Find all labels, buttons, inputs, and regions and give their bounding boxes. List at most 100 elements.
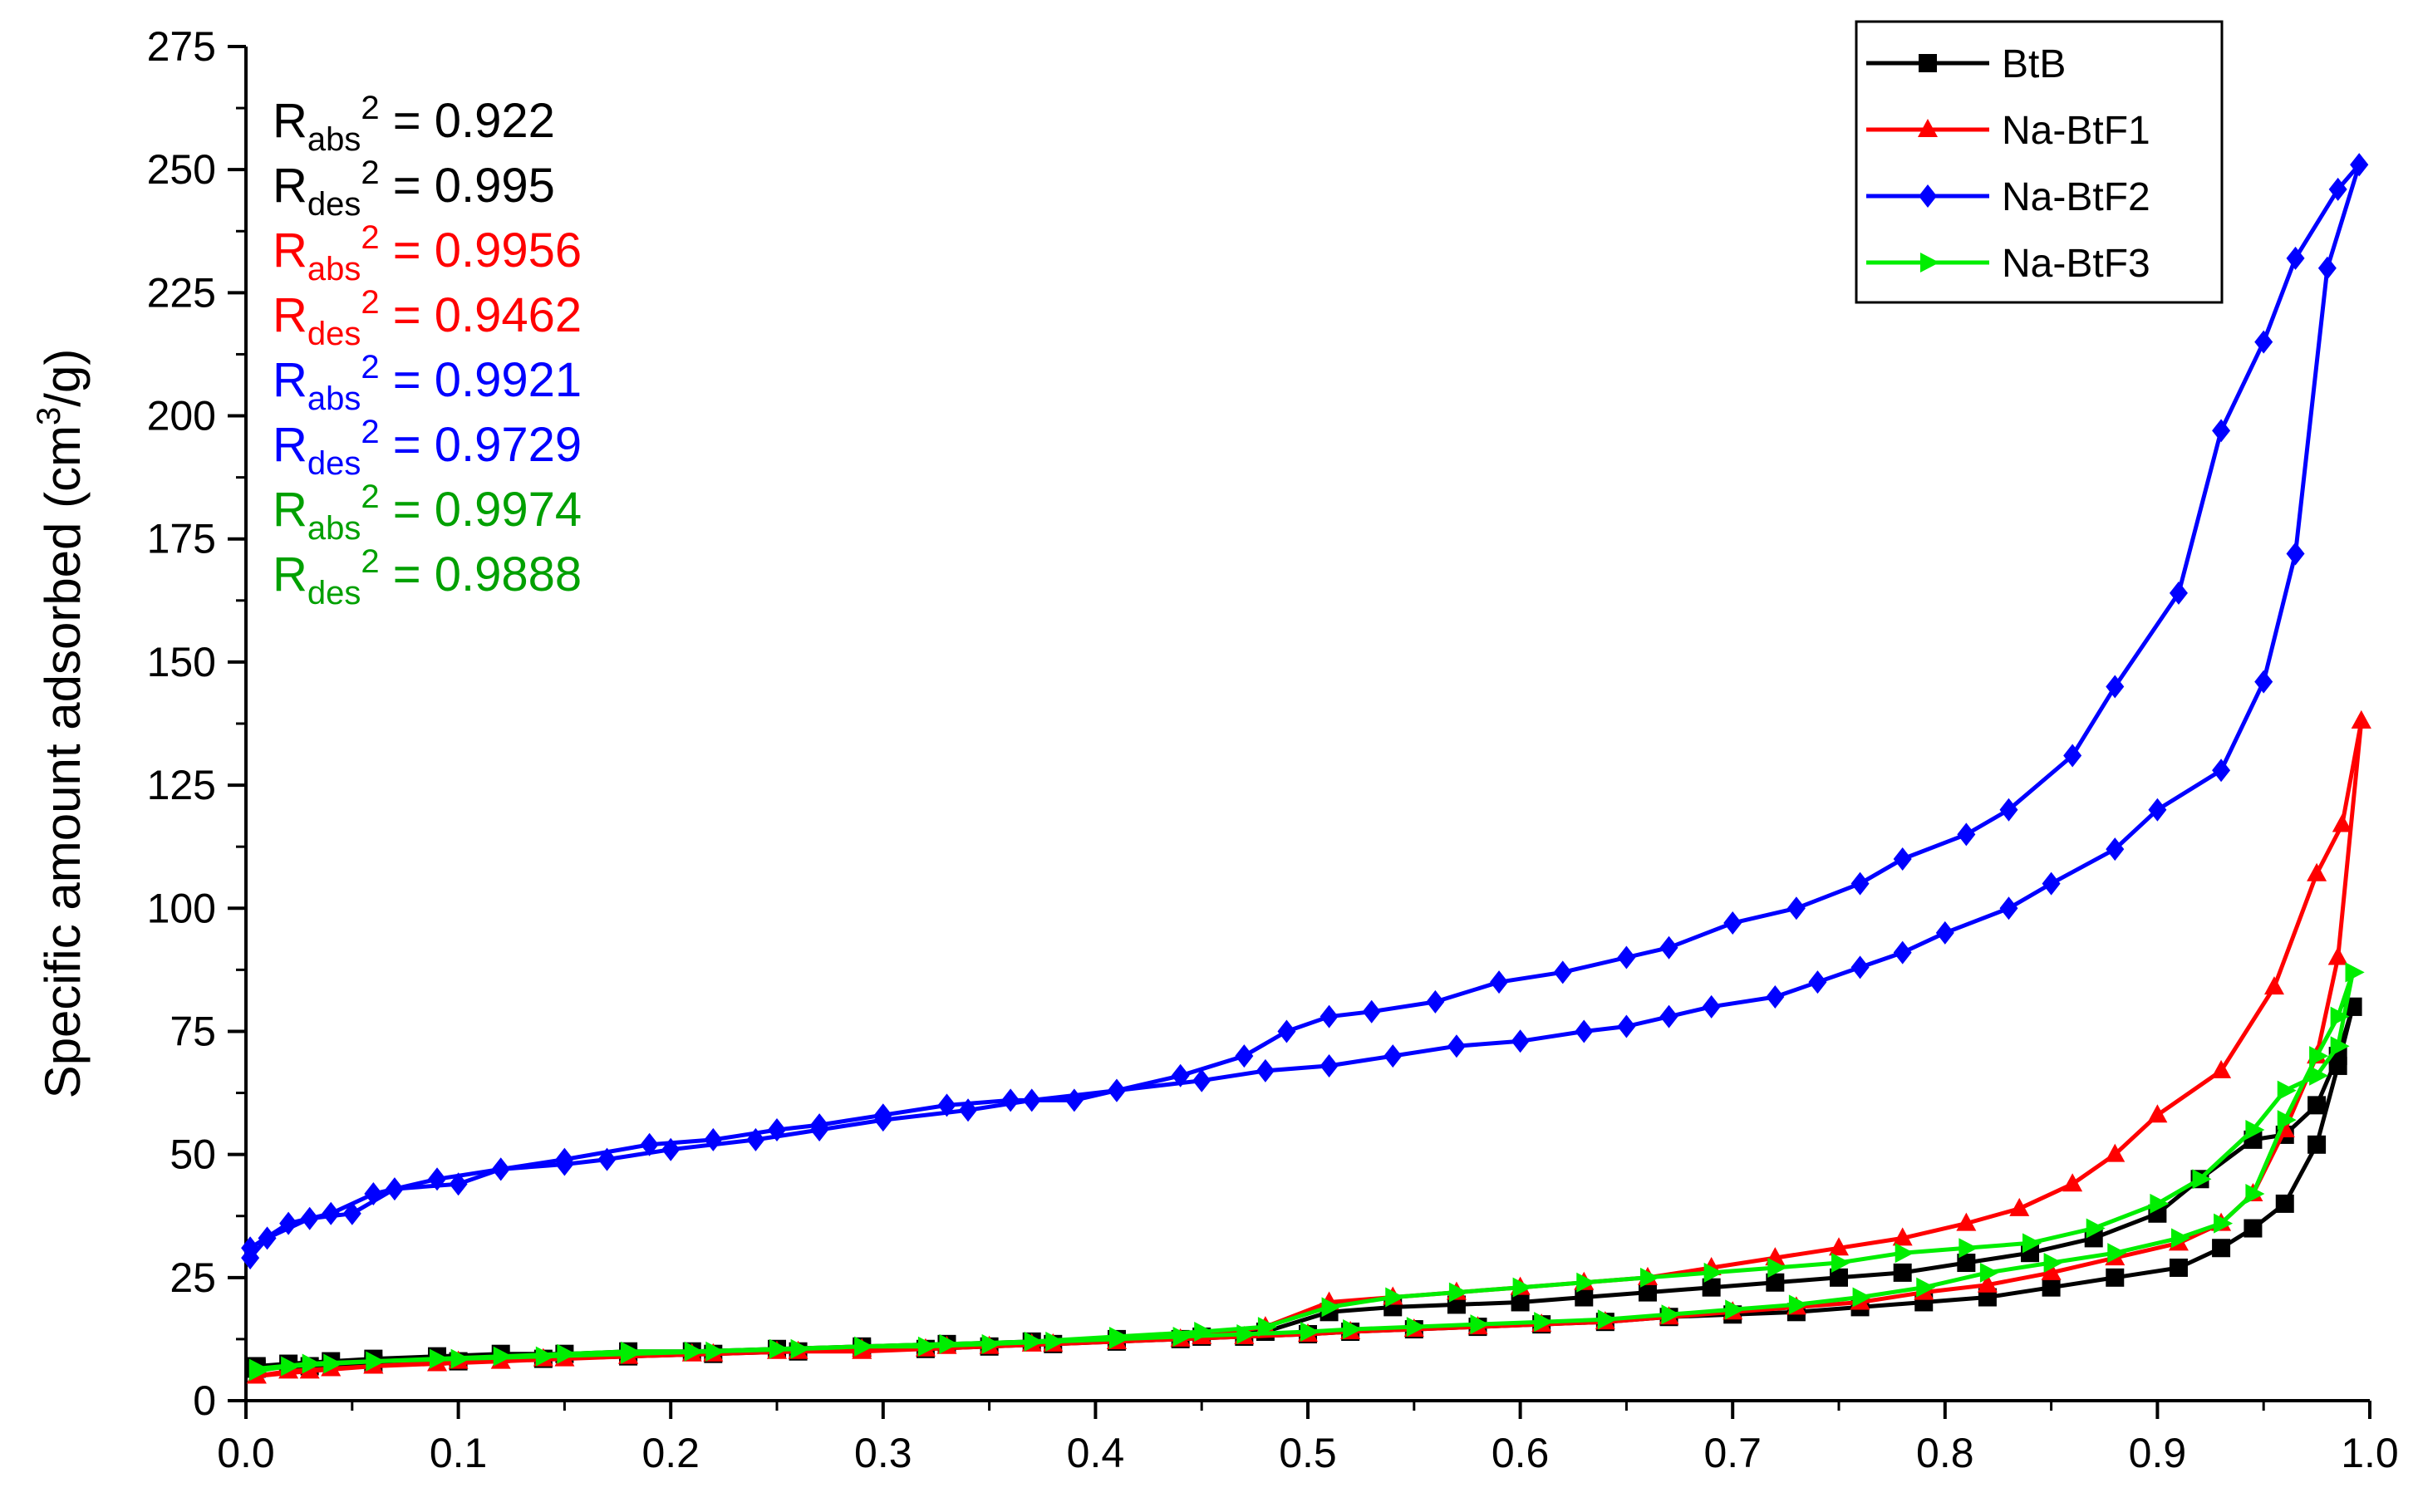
point-na-btf2-desorption (555, 1147, 574, 1171)
legend-marker (1918, 119, 1938, 137)
annotation-value: = 0.9974 (380, 483, 582, 537)
point-na-btf3-desorption (1916, 1277, 1936, 1298)
point-btb-adsorption (1766, 1273, 1785, 1292)
point-na-btf2-desorption (1107, 1078, 1126, 1102)
y-axis-title-sup: 3 (31, 407, 67, 425)
point-na-btf2-adsorption (1447, 1034, 1466, 1058)
point-na-btf3-adsorption (2245, 1120, 2265, 1140)
x-tick-label: 0.7 (1703, 1430, 1762, 1476)
x-tick-label: 0.6 (1492, 1430, 1550, 1476)
point-na-btf2-desorption (2350, 153, 2369, 177)
point-na-btf3-adsorption (1576, 1272, 1596, 1293)
point-na-btf3-desorption (1045, 1331, 1065, 1352)
point-na-btf2-desorption (768, 1118, 786, 1141)
r-squared-annotation: Rdes2 = 0.9888 (273, 543, 582, 611)
annotation-value: = 0.995 (380, 159, 555, 213)
line-na-btf2-adsorption (248, 164, 2361, 1259)
point-na-btf3-adsorption (2086, 1218, 2106, 1239)
point-na-btf3-adsorption (2277, 1080, 2297, 1101)
point-na-btf1-adsorption (2062, 1173, 2083, 1192)
annotation-value: = 0.9729 (380, 418, 582, 472)
annotation-value: = 0.9462 (380, 288, 582, 342)
point-na-btf2-desorption (1171, 1063, 1190, 1087)
point-na-btf2-adsorption (1511, 1029, 1530, 1053)
annotation-subscript: des (307, 575, 361, 611)
point-na-btf2-adsorption (1999, 896, 2018, 920)
point-btb-adsorption (1957, 1254, 1976, 1273)
point-na-btf1-adsorption (1956, 1212, 1977, 1231)
point-na-btf2-desorption (2063, 744, 2082, 768)
annotation-value: = 0.9888 (380, 547, 582, 601)
point-btb-adsorption (1893, 1263, 1912, 1282)
point-na-btf3-desorption (1300, 1322, 1320, 1343)
r-squared-annotation: Rabs2 = 0.9921 (273, 349, 582, 417)
point-na-btf3-desorption (302, 1353, 322, 1374)
point-na-btf3-desorption (1597, 1309, 1617, 1330)
point-na-btf3-desorption (2309, 1046, 2329, 1067)
point-btb-desorption (2169, 1258, 2188, 1277)
annotation-subscript: des (307, 316, 361, 352)
legend-marker (1919, 54, 1937, 72)
point-na-btf3-adsorption (1831, 1253, 1850, 1274)
point-na-btf2-desorption (704, 1127, 723, 1151)
annotation-base: R (273, 94, 307, 148)
point-na-btf3-desorption (1236, 1323, 1256, 1344)
annotation-base: R (273, 223, 307, 277)
point-na-btf2-desorption (241, 1236, 260, 1260)
point-na-btf2-desorption (1235, 1044, 1254, 1068)
y-axis-title-rest: /g) (35, 349, 91, 407)
point-na-btf2-adsorption (1320, 1053, 1339, 1078)
point-na-btf3-desorption (1852, 1287, 1872, 1308)
point-btb-adsorption (1575, 1288, 1594, 1307)
point-btb-desorption (2244, 1219, 2263, 1238)
point-na-btf2-desorption (2286, 246, 2305, 270)
point-na-btf3-desorption (705, 1341, 725, 1362)
point-na-btf3-desorption (1725, 1299, 1745, 1320)
y-axis-title: Specific amount adsorbed (cm3/g) (31, 349, 91, 1099)
annotation-superscript: 2 (361, 414, 379, 450)
point-na-btf3-adsorption (2022, 1233, 2042, 1254)
r-squared-annotation: Rabs2 = 0.922 (273, 90, 555, 158)
point-na-btf2-desorption (2328, 177, 2347, 201)
point-na-btf1-adsorption (2147, 1104, 2168, 1123)
annotation-subscript: abs (307, 380, 361, 417)
point-na-btf3-desorption (1661, 1304, 1681, 1325)
annotation-subscript: abs (307, 510, 361, 547)
point-btb-desorption (2275, 1194, 2294, 1213)
x-tick-label: 0.0 (217, 1430, 275, 1476)
point-na-btf2-adsorption (1808, 970, 1827, 994)
point-na-btf2-desorption (1617, 945, 1636, 970)
y-tick-label: 250 (147, 146, 216, 193)
point-na-btf3-desorption (450, 1348, 470, 1369)
y-tick-label: 75 (170, 1008, 216, 1054)
point-na-btf3-desorption (981, 1333, 1001, 1354)
point-na-btf3-adsorption (1321, 1297, 1341, 1318)
series-btb (247, 997, 2362, 1378)
x-tick-label: 1.0 (2341, 1430, 2399, 1476)
annotation-subscript: abs (307, 251, 361, 287)
y-tick-label: 125 (147, 762, 216, 808)
legend-label: BtB (2002, 42, 2066, 86)
point-na-btf3-adsorption (1767, 1257, 1787, 1278)
point-na-btf3-adsorption (2330, 1036, 2350, 1057)
point-na-btf3-adsorption (1385, 1287, 1405, 1308)
point-na-btf2-adsorption (2212, 758, 2231, 783)
point-na-btf3-desorption (2170, 1228, 2190, 1249)
point-btb-adsorption (1638, 1283, 1657, 1302)
point-na-btf3-desorption (535, 1346, 555, 1367)
point-na-btf3-desorption (1979, 1262, 1999, 1283)
point-na-btf3-desorption (917, 1336, 937, 1357)
point-na-btf1-adsorption (2332, 813, 2352, 832)
r-squared-annotation: Rabs2 = 0.9956 (273, 219, 582, 287)
series-na-btf3 (248, 962, 2365, 1382)
legend-marker (1919, 184, 1937, 208)
annotation-superscript: 2 (361, 90, 379, 126)
point-btb-adsorption (1830, 1268, 1848, 1287)
point-na-btf3-adsorption (1895, 1243, 1914, 1264)
annotation-base: R (273, 288, 307, 342)
point-na-btf3-desorption (790, 1338, 810, 1359)
point-na-btf2-desorption (937, 1093, 956, 1117)
annotation-value: = 0.922 (380, 94, 555, 148)
point-na-btf1-desorption (2327, 946, 2348, 965)
